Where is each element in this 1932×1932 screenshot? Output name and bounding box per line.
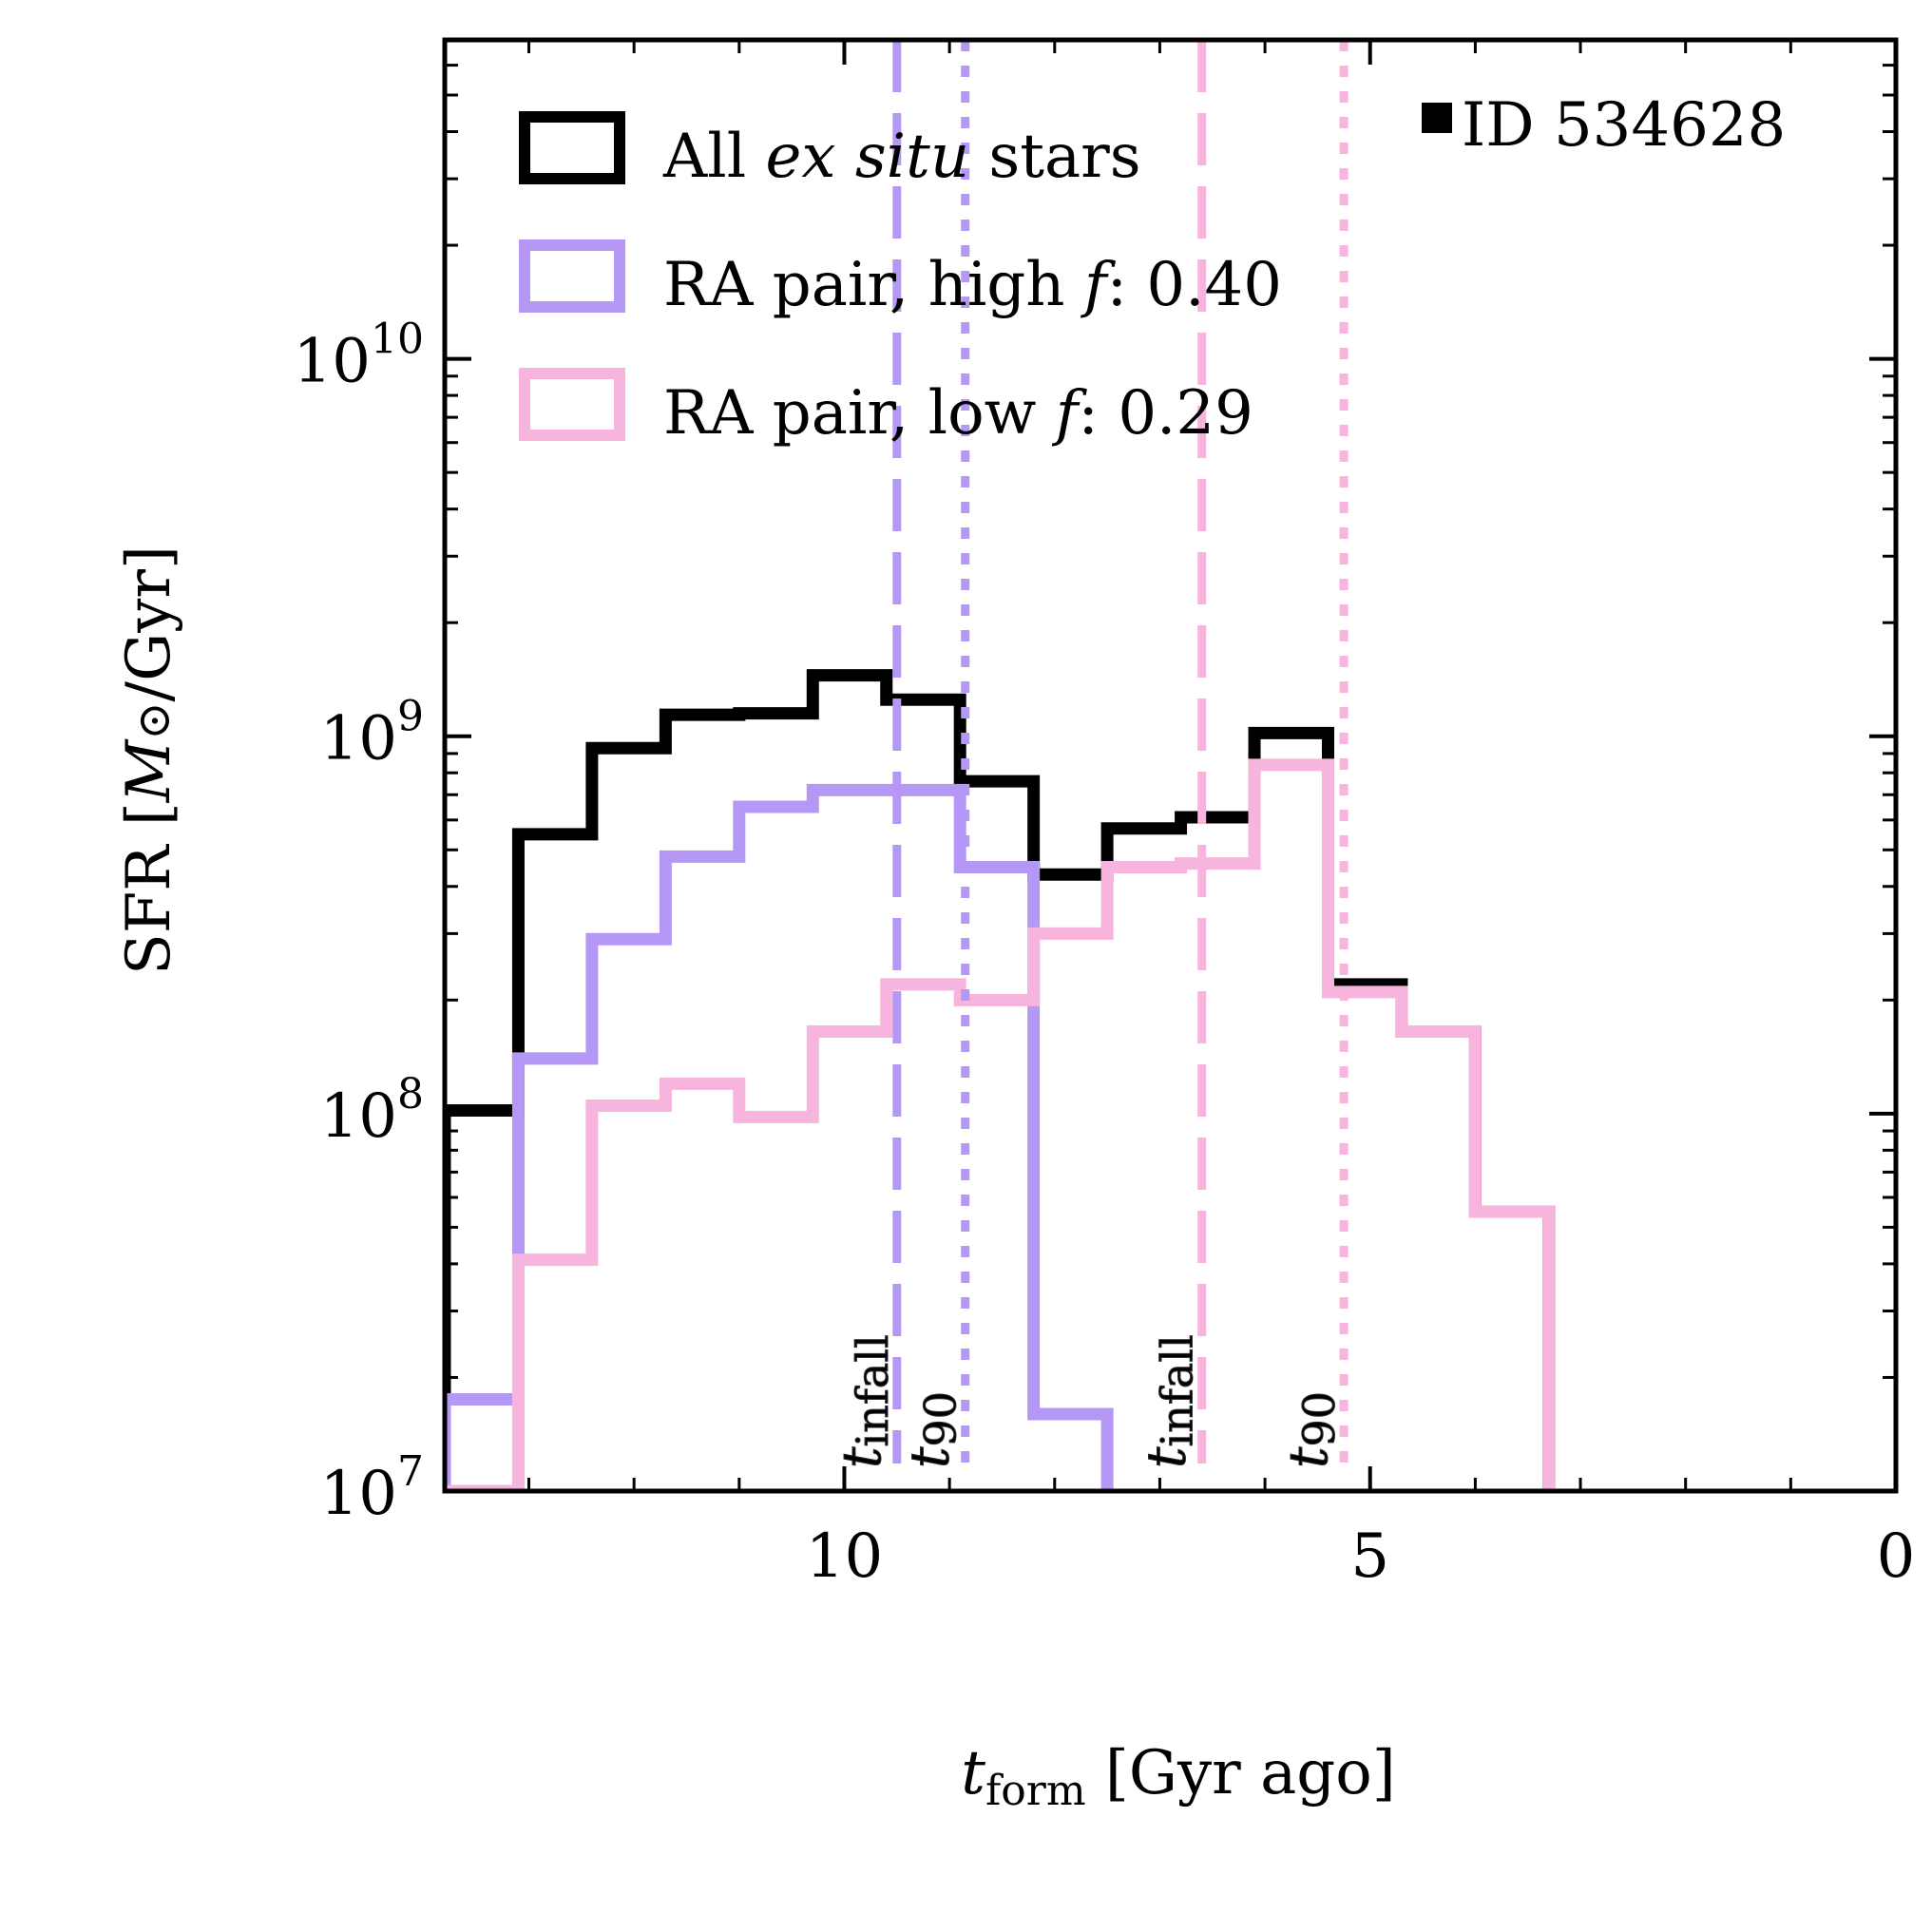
series-step-2 [445, 783, 1114, 1491]
marker-label-main: t [900, 1446, 962, 1468]
y-tick-exp: 7 [397, 1447, 424, 1496]
legend-label-italic: ex situ [766, 122, 970, 192]
y-tick-base: 10 [320, 1459, 397, 1529]
x-axis-label-rest: [Gyr ago] [1086, 1738, 1396, 1808]
y-tick-label: 109 [320, 693, 424, 775]
x-axis-label-t: t [961, 1738, 985, 1808]
legend-label-2: RA pair, high f: 0.40 [663, 250, 1282, 320]
marker-label-sub: infall [1152, 1334, 1203, 1446]
legend-label-3: RA pair, low f: 0.29 [663, 378, 1253, 449]
x-tick-label: 10 [806, 1521, 883, 1592]
marker-label-main: t [1278, 1446, 1340, 1468]
legend-label-prefix: All [662, 122, 766, 192]
series-step-3 [445, 758, 1556, 1491]
marker-label-4: t90 [1278, 1391, 1345, 1468]
y-axis-label-sun: ⊙ [127, 701, 181, 739]
y-tick-exp: 9 [397, 693, 424, 741]
y-axis-label: SFR [M⊙/Gyr] [114, 545, 184, 975]
y-axis-label-prefix: SFR [ [114, 802, 184, 975]
galaxy-id-label: ID 534628 [1462, 90, 1786, 161]
legend-swatch-3 [519, 368, 625, 441]
legend-label-prefix: RA pair, high [663, 250, 1084, 320]
marker-label-3: tinfall [1137, 1334, 1203, 1468]
series-layer [445, 669, 1556, 1491]
x-axis-label: tform [Gyr ago] [961, 1738, 1395, 1815]
id-marker-square [1422, 103, 1452, 133]
marker-label-main: t [1137, 1446, 1198, 1468]
y-tick-exp: 8 [397, 1070, 424, 1119]
marker-label-2: t90 [900, 1391, 966, 1468]
legend-label-suffix: : 0.40 [1107, 250, 1282, 320]
y-tick-label: 107 [320, 1447, 424, 1529]
marker-label-1: tinfall [832, 1334, 898, 1468]
plot-border [442, 37, 1899, 1494]
legend-label-suffix: stars [969, 122, 1141, 192]
legend-label-suffix: : 0.29 [1078, 378, 1253, 449]
x-axis-label-sub: form [985, 1767, 1086, 1815]
y-tick-base: 10 [320, 1081, 397, 1152]
y-tick-label: 1010 [294, 316, 424, 397]
y-axis-label-suffix: /Gyr] [114, 545, 184, 701]
plot-frame [442, 37, 1899, 1494]
y-tick-label: 108 [320, 1070, 424, 1152]
marker-label-sub: 90 [1293, 1391, 1345, 1447]
y-tick-base: 10 [320, 704, 397, 775]
series-step-1 [445, 669, 1556, 1491]
x-tick-label: 0 [1877, 1521, 1916, 1592]
y-tick-base: 10 [294, 327, 371, 397]
legend-swatch-2 [519, 239, 625, 313]
legend-label-1: All ex situ stars [662, 122, 1141, 192]
marker-label-sub: infall [847, 1334, 898, 1446]
x-tick-label: 5 [1350, 1521, 1389, 1592]
y-axis-label-m: M [114, 738, 184, 803]
marker-label-sub: 90 [915, 1391, 966, 1447]
marker-label-main: t [832, 1446, 893, 1468]
legend-label-prefix: RA pair, low [663, 378, 1056, 449]
legend-swatch-1 [519, 111, 625, 184]
y-tick-exp: 10 [371, 316, 424, 364]
